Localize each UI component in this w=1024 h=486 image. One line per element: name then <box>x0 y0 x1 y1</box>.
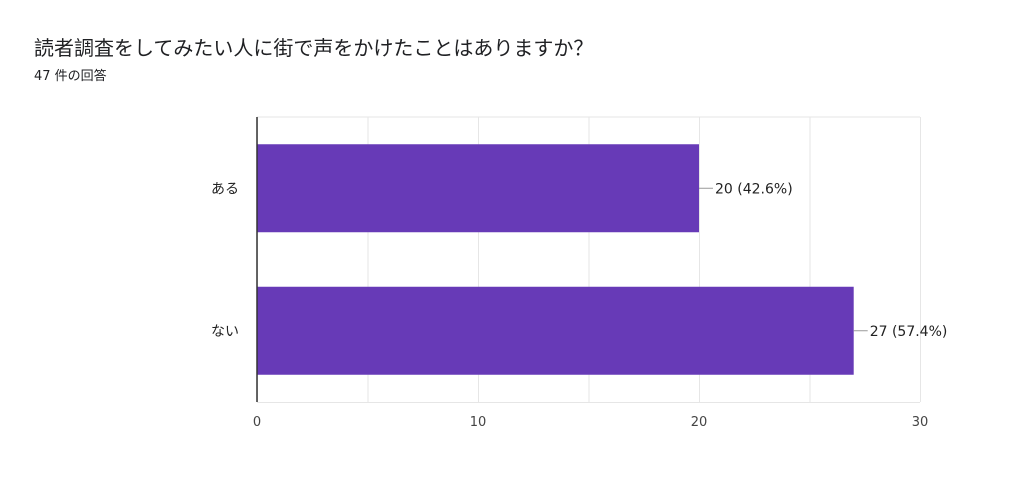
data-label: 20 (42.6%) <box>715 181 793 197</box>
category-label: ない <box>211 324 239 340</box>
response-count: 47 件の回答 <box>34 69 107 84</box>
category-label: ある <box>211 181 239 197</box>
question-title: 読者調査をしてみたい人に街で声をかけたことはありますか？ <box>34 36 594 60</box>
gridlines <box>257 116 921 403</box>
x-tick-label: 20 <box>691 415 708 430</box>
x-tick-label: 0 <box>253 415 261 430</box>
bar-2 <box>257 286 854 375</box>
labels: 0 10 20 30 ある 20 (42.6%) ない 27 (57.4%) <box>211 181 947 430</box>
x-tick-label: 10 <box>470 415 487 430</box>
bar-1 <box>257 144 699 233</box>
bars <box>257 144 854 375</box>
x-tick-label: 30 <box>912 415 929 430</box>
data-label: 27 (57.4%) <box>870 324 948 340</box>
